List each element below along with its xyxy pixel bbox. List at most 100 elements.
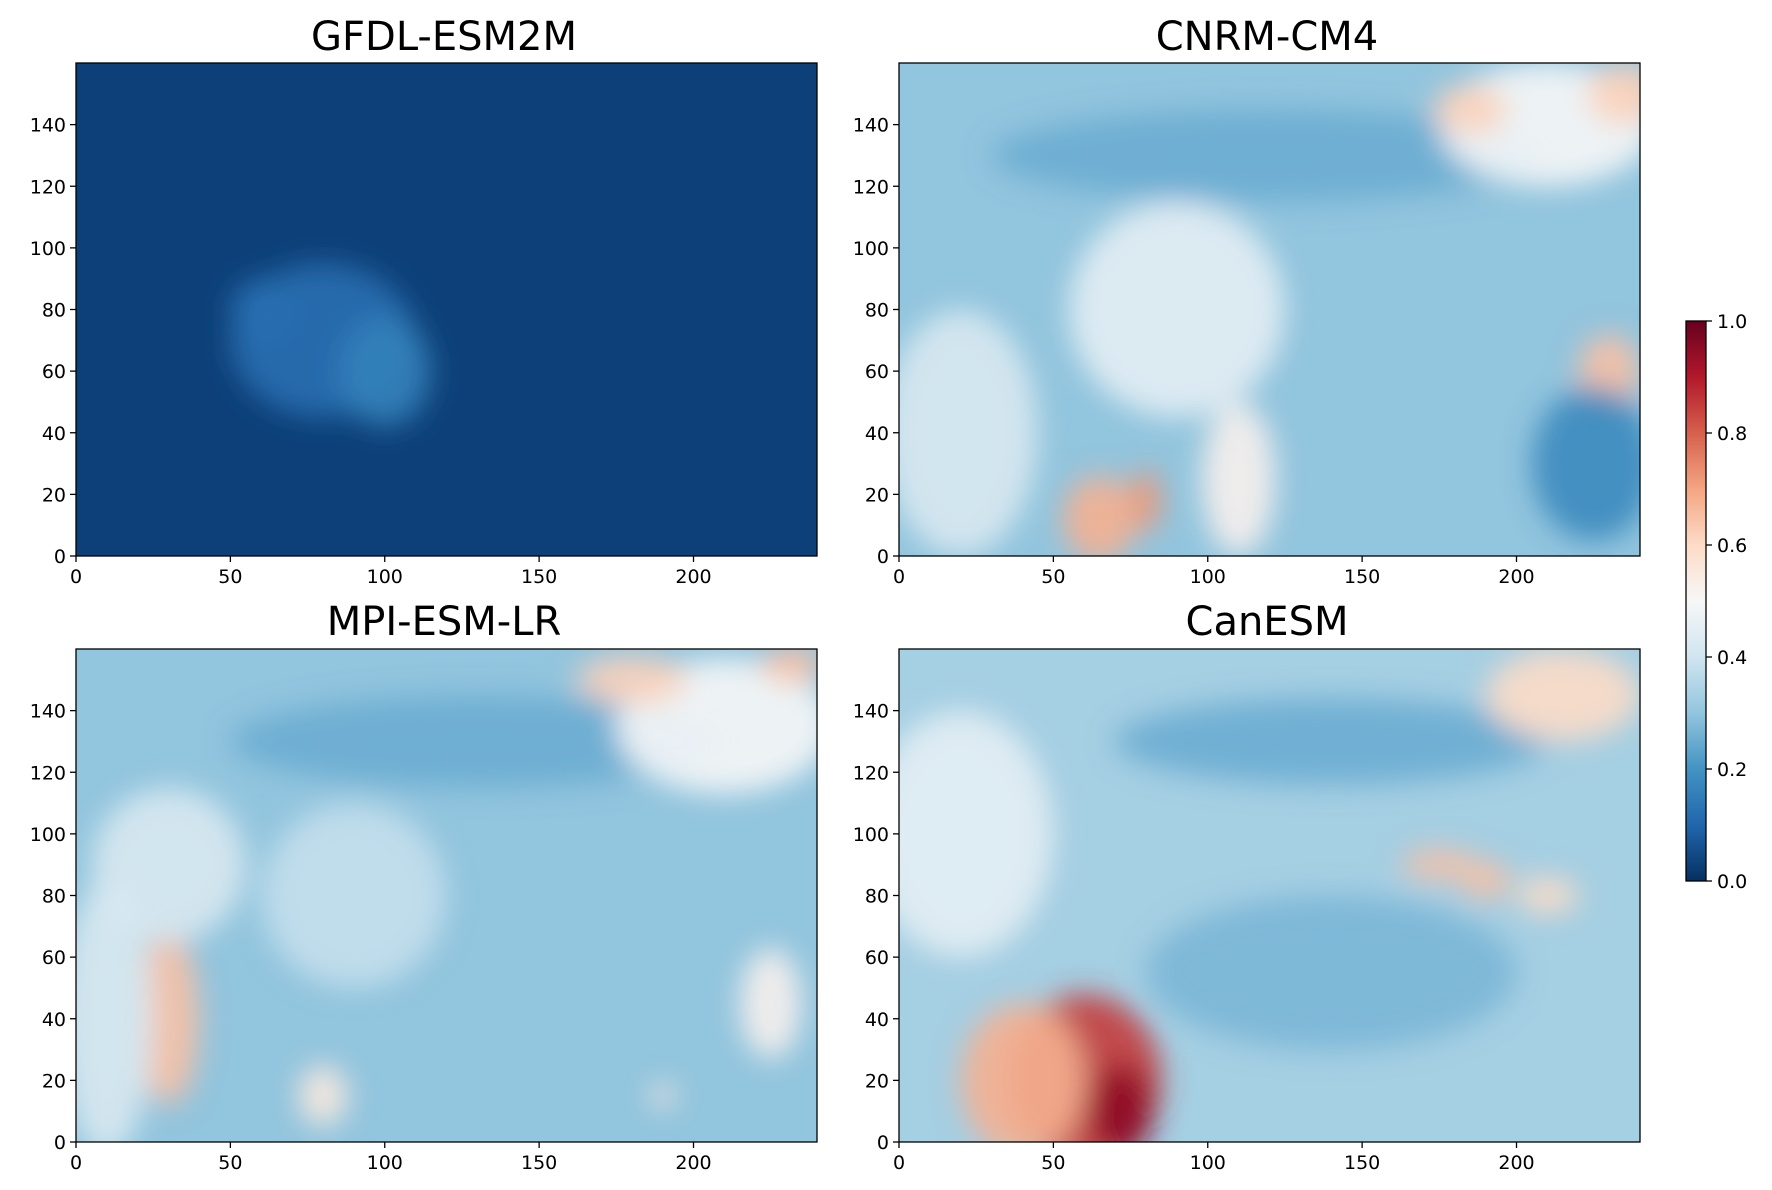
x-tick-label: 50 <box>1041 566 1065 588</box>
y-tick-label: 120 <box>30 176 66 198</box>
x-tick-label: 200 <box>675 566 711 588</box>
y-tick-label: 0 <box>877 546 889 568</box>
x-tick-label: 100 <box>1190 566 1226 588</box>
panel-title: CanESM <box>1186 599 1349 645</box>
panel-canesm: CanESM 0 50 100 150 200 0 20 40 60 80 100 120 140 <box>853 599 1641 1174</box>
panel-title: GFDL-ESM2M <box>311 14 577 60</box>
y-tick-label: 120 <box>30 762 66 784</box>
colorbar: 0.0 0.2 0.4 0.6 0.8 1.0 <box>1685 311 1747 893</box>
x-tick-label: 0 <box>893 1152 905 1174</box>
heatmap-region <box>1433 84 1508 134</box>
x-tick-label: 200 <box>675 1152 711 1174</box>
y-tick-label: 0 <box>54 1132 66 1154</box>
colorbar-tick-label: 1.0 <box>1717 311 1747 333</box>
heatmap-field <box>76 63 817 556</box>
panel-gfdl-esm2m: GFDL-ESM2M 0 50 100 150 200 0 20 40 60 80 100 120 14… <box>30 14 818 588</box>
heatmap-background <box>76 63 817 556</box>
y-tick-label: 80 <box>42 886 66 908</box>
heatmap-region <box>1531 386 1640 541</box>
x-tick-label: 50 <box>1041 1152 1065 1174</box>
heatmap-region <box>137 932 200 1106</box>
y-tick-label: 120 <box>853 762 889 784</box>
x-tick-label: 150 <box>1344 1152 1380 1174</box>
y-tick-label: 80 <box>865 886 889 908</box>
heatmap-region <box>1587 63 1640 125</box>
heatmap-region <box>739 947 802 1059</box>
heatmap-region <box>991 109 1548 202</box>
y-tick-label: 0 <box>54 546 66 568</box>
colorbar-tick-label: 0.2 <box>1717 759 1747 781</box>
x-tick-label: 0 <box>893 566 905 588</box>
heatmap-region <box>76 880 154 1142</box>
y-tick-label: 20 <box>865 1070 889 1092</box>
heatmap-region <box>761 649 817 683</box>
y-tick-label: 20 <box>42 484 66 506</box>
y-tick-label: 20 <box>865 484 889 506</box>
panel-cnrm-cm4: CNRM-CM4 0 50 100 150 200 0 20 40 60 80 100 120 140 <box>853 14 1641 588</box>
y-tick-label: 140 <box>853 115 889 137</box>
y-tick-label: 80 <box>865 300 889 322</box>
heatmap-region <box>298 1064 348 1127</box>
heatmap-region <box>899 309 1038 556</box>
y-tick-label: 20 <box>42 1070 66 1092</box>
panel-title: CNRM-CM4 <box>1156 14 1378 60</box>
y-tick-label: 60 <box>42 361 66 383</box>
y-tick-label: 120 <box>853 176 889 198</box>
heatmap-region <box>1068 201 1285 418</box>
x-tick-label: 200 <box>1498 1152 1534 1174</box>
heatmap-region <box>960 1003 1085 1142</box>
heatmap-region <box>1201 401 1276 556</box>
y-tick-label: 140 <box>30 115 66 137</box>
colorbar-frame <box>1685 320 1707 882</box>
heatmap-region <box>899 710 1054 958</box>
x-tick-label: 150 <box>1344 566 1380 588</box>
panel-mpi-esm-lr: MPI-ESM-LR 0 50 100 150 200 0 20 40 60 80 100 120 14… <box>30 599 818 1174</box>
heatmap-region <box>1146 895 1517 1050</box>
x-tick-label: 100 <box>1190 1152 1226 1174</box>
x-tick-label: 0 <box>70 566 82 588</box>
x-tick-label: 0 <box>70 1152 82 1174</box>
heatmap-region <box>230 278 293 341</box>
heatmap-region <box>1090 1064 1153 1142</box>
colorbar-gradient <box>1686 321 1706 881</box>
heatmap-region <box>650 1083 675 1109</box>
heatmap-region <box>1115 698 1548 785</box>
panel-title: MPI-ESM-LR <box>327 599 562 645</box>
x-tick-label: 100 <box>367 1152 403 1174</box>
y-tick-label: 140 <box>30 701 66 723</box>
x-tick-label: 100 <box>367 566 403 588</box>
y-tick-label: 140 <box>853 701 889 723</box>
colorbar-tick-label: 0.6 <box>1717 535 1747 557</box>
y-tick-label: 60 <box>42 947 66 969</box>
y-tick-label: 60 <box>865 947 889 969</box>
heatmap-region <box>1485 649 1640 742</box>
y-tick-label: 0 <box>877 1132 889 1154</box>
y-tick-label: 100 <box>30 238 66 260</box>
heatmap-region <box>1402 849 1477 881</box>
x-tick-label: 150 <box>521 566 557 588</box>
y-tick-label: 40 <box>865 423 889 445</box>
heatmap-field <box>76 649 817 1142</box>
colorbar-tick-label: 0.0 <box>1717 871 1747 893</box>
y-tick-label: 100 <box>853 238 889 260</box>
heatmap-region <box>1516 877 1579 914</box>
heatmap-field <box>899 63 1640 556</box>
x-tick-label: 150 <box>521 1152 557 1174</box>
heatmap-region <box>1062 475 1137 556</box>
heatmap-field <box>899 649 1640 1142</box>
y-tick-label: 80 <box>42 300 66 322</box>
heatmap-region <box>576 655 688 705</box>
colorbar-tick-label: 0.8 <box>1717 423 1747 445</box>
x-tick-label: 200 <box>1498 566 1534 588</box>
colorbar-tick-label: 0.4 <box>1717 647 1747 669</box>
y-tick-label: 100 <box>853 824 889 846</box>
heatmap-region <box>338 315 432 427</box>
x-tick-label: 50 <box>218 1152 242 1174</box>
heatmap-region <box>230 695 725 788</box>
y-tick-label: 60 <box>865 361 889 383</box>
heatmap-region <box>1130 469 1162 532</box>
y-tick-label: 40 <box>42 1009 66 1031</box>
y-tick-label: 100 <box>30 824 66 846</box>
y-tick-label: 40 <box>42 423 66 445</box>
